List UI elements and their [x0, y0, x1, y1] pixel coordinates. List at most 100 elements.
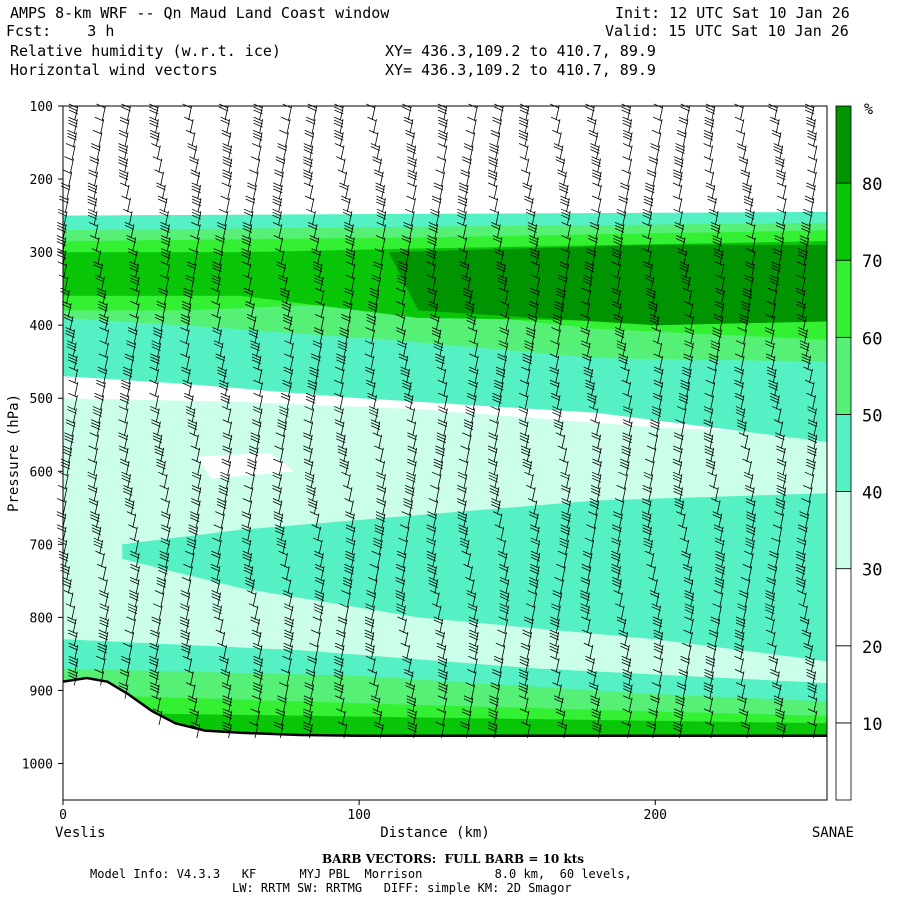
wind-barb-flag: [527, 317, 538, 322]
wind-barb-flag: [213, 343, 224, 349]
wind-barb-flag: [651, 129, 662, 135]
wind-barb-flag: [253, 106, 263, 112]
wind-barb-flag: [156, 303, 166, 309]
wind-barb-flag: [775, 162, 785, 167]
wind-barb-flag: [433, 343, 443, 349]
wind-barb-flag: [245, 198, 255, 204]
wind-barb-flag: [769, 553, 779, 559]
wind-barb-flag: [767, 563, 777, 569]
wind-barb-flag: [396, 330, 406, 335]
wind-barb-flag: [218, 490, 229, 496]
wind-barb-flag: [365, 369, 375, 375]
wind-barb-staff: [412, 421, 417, 436]
wind-barb-flag: [550, 622, 560, 628]
wind-barb-staff: [373, 579, 378, 594]
wind-barb-flag: [519, 435, 530, 441]
wind-barb-flag: [558, 188, 569, 194]
wind-barb-flag: [524, 195, 534, 201]
wind-barb-flag: [709, 484, 719, 490]
wind-barb-flag: [212, 330, 222, 335]
wind-barb-staff: [624, 197, 628, 213]
wind-barb-flag: [280, 116, 291, 122]
wind-barb-staff: [555, 355, 560, 370]
wind-barb-flag: [150, 632, 160, 638]
wind-barb-flag: [62, 169, 72, 175]
wind-barb-staff: [628, 158, 633, 173]
wind-barb-flag: [341, 195, 351, 201]
rh-band-40-50: [122, 493, 827, 662]
wind-barb-flag: [407, 432, 417, 438]
wind-barb-staff: [647, 224, 652, 239]
wind-barb-flag: [183, 287, 193, 293]
wind-barb-flag: [585, 106, 595, 112]
wind-barb-flag: [650, 425, 660, 430]
wind-barb-staff: [496, 132, 501, 147]
wind-barb-flag: [614, 224, 625, 230]
wind-barb-flag: [487, 448, 498, 454]
wind-barb-flag: [796, 300, 806, 306]
wind-barb-staff: [247, 526, 252, 541]
wind-barb-flag: [710, 221, 721, 227]
wind-barb-flag: [243, 290, 253, 296]
wind-barb-flag: [303, 458, 314, 464]
wind-barb-flag: [682, 642, 692, 648]
wind-barb-staff: [679, 211, 683, 226]
wind-barb-staff: [777, 684, 782, 699]
wind-barb-flag: [222, 701, 232, 707]
wind-barb-flag: [708, 629, 719, 635]
wind-barb-flag: [796, 580, 806, 585]
wind-barb-flag: [550, 392, 561, 398]
wind-barb-flag: [807, 682, 817, 687]
wind-barb-flag: [707, 642, 717, 648]
wind-barb-staff: [712, 645, 717, 660]
wind-barb-flag: [457, 484, 467, 490]
wind-barb-flag: [342, 303, 353, 309]
wind-barb-staff: [228, 447, 232, 462]
wind-barb-staff: [166, 263, 171, 278]
wind-barb-flag: [678, 395, 689, 401]
wind-barb-staff: [467, 434, 472, 449]
wind-barb-flag: [118, 445, 129, 451]
wind-barb-staff: [624, 631, 629, 647]
wind-barb-staff: [309, 421, 314, 436]
wind-barb-flag: [151, 422, 161, 427]
wind-barb-staff: [770, 329, 775, 344]
wind-barb-staff: [377, 552, 381, 568]
wind-barb-staff: [285, 132, 289, 147]
wind-barb-flag: [427, 241, 437, 246]
wind-barb-flag: [518, 688, 529, 693]
wind-barb-staff: [649, 474, 654, 489]
wind-barb-staff: [561, 710, 566, 725]
wind-barb-staff: [74, 382, 79, 397]
wind-barb-flag: [248, 327, 259, 332]
wind-barb-flag: [618, 629, 628, 635]
wind-barb-staff: [771, 631, 776, 647]
wind-barb-flag: [217, 369, 227, 375]
wind-barb-staff: [405, 526, 410, 541]
wind-barb-flag: [282, 382, 292, 388]
wind-barb-flag: [807, 409, 817, 414]
wind-barb-staff: [434, 303, 439, 318]
wind-barb-staff: [310, 197, 315, 213]
wind-barb-flag: [492, 669, 502, 674]
wind-barb-flag: [555, 711, 566, 717]
wind-barb-staff: [93, 474, 98, 489]
wind-barb-staff: [374, 684, 379, 699]
wind-barb-flag: [220, 116, 230, 122]
wind-barb-flag: [150, 135, 160, 141]
wind-barb-flag: [677, 129, 687, 135]
wind-barb-flag: [489, 490, 500, 496]
wind-barb-flag: [620, 185, 630, 191]
wind-barb-staff: [774, 552, 779, 568]
wind-barb-flag: [682, 563, 693, 569]
wind-barb-flag: [530, 540, 540, 546]
wind-barb-flag: [739, 317, 749, 322]
wind-barb-staff: [714, 631, 719, 647]
wind-barb-flag: [150, 406, 160, 411]
wind-barb-flag: [277, 419, 287, 424]
wind-barb-flag: [620, 642, 630, 648]
wind-barb-staff: [678, 197, 683, 213]
wind-barb-staff: [586, 316, 590, 331]
wind-barb-flag: [580, 603, 590, 609]
wind-barb-flag: [126, 511, 136, 516]
